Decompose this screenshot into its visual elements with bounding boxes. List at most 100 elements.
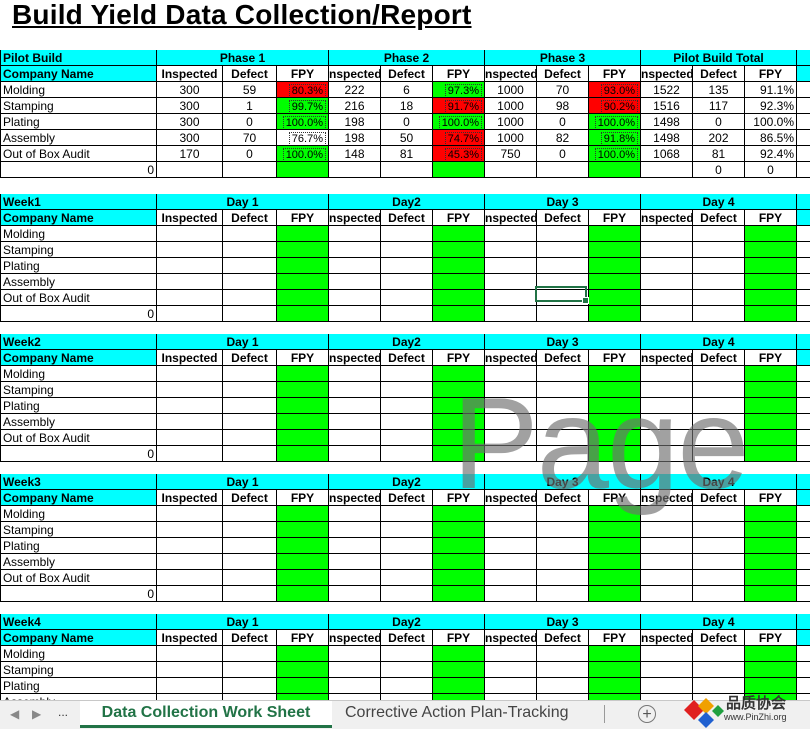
data-cell[interactable] [223, 366, 277, 382]
data-cell[interactable] [381, 274, 433, 290]
data-cell[interactable] [223, 678, 277, 694]
defect-cell[interactable]: 0 [223, 146, 277, 162]
fpy-cell[interactable] [277, 258, 329, 274]
fpy-cell[interactable] [277, 646, 329, 662]
fpy-cell[interactable]: 100.0% [745, 114, 797, 130]
inspected-cell[interactable]: 300 [157, 130, 223, 146]
data-cell[interactable] [641, 554, 693, 570]
data-cell[interactable] [329, 554, 381, 570]
fpy-cell[interactable] [745, 258, 797, 274]
data-cell[interactable] [641, 398, 693, 414]
fpy-cell[interactable] [745, 430, 797, 446]
data-cell[interactable] [329, 366, 381, 382]
data-cell[interactable] [329, 382, 381, 398]
data-cell[interactable] [157, 414, 223, 430]
fpy-cell[interactable]: 92.4% [745, 146, 797, 162]
data-cell[interactable] [381, 538, 433, 554]
fpy-cell[interactable] [745, 274, 797, 290]
fpy-cell[interactable] [433, 258, 485, 274]
tab-corrective-action-plan-tracking[interactable]: Corrective Action Plan-Tracking [345, 704, 569, 721]
fpy-cell[interactable] [277, 242, 329, 258]
total-cell[interactable] [223, 162, 277, 178]
fpy-cell[interactable] [589, 414, 641, 430]
fpy-cell[interactable] [277, 506, 329, 522]
total-cell[interactable] [329, 586, 381, 602]
data-cell[interactable] [329, 522, 381, 538]
defect-cell[interactable]: 70 [537, 82, 589, 98]
data-cell[interactable] [537, 274, 589, 290]
data-cell[interactable] [485, 242, 537, 258]
data-cell[interactable] [157, 398, 223, 414]
data-cell[interactable] [223, 430, 277, 446]
fpy-cell[interactable] [745, 398, 797, 414]
total-cell[interactable] [537, 162, 589, 178]
fpy-cell[interactable] [745, 446, 797, 462]
fpy-cell[interactable] [589, 694, 641, 700]
fpy-cell[interactable] [277, 226, 329, 242]
fpy-cell[interactable] [277, 662, 329, 678]
fpy-cell[interactable] [433, 662, 485, 678]
data-cell[interactable] [693, 258, 745, 274]
data-cell[interactable] [693, 554, 745, 570]
fpy-cell[interactable] [433, 554, 485, 570]
inspected-cell[interactable]: 300 [157, 114, 223, 130]
data-cell[interactable] [537, 506, 589, 522]
data-cell[interactable] [381, 506, 433, 522]
defect-cell[interactable]: 1 [223, 98, 277, 114]
fpy-cell[interactable] [589, 522, 641, 538]
fpy-cell[interactable] [433, 694, 485, 700]
fpy-cell[interactable]: 86.5% [745, 130, 797, 146]
inspected-cell[interactable]: 300 [157, 98, 223, 114]
fpy-cell[interactable] [277, 570, 329, 586]
data-cell[interactable] [485, 554, 537, 570]
clipped-cell[interactable] [797, 114, 810, 130]
data-cell[interactable] [157, 570, 223, 586]
fpy-cell[interactable] [745, 306, 797, 322]
fpy-cell[interactable] [589, 430, 641, 446]
clipped-cell[interactable] [797, 382, 810, 398]
fpy-cell[interactable]: 76.7% [277, 130, 329, 146]
total-cell[interactable] [157, 162, 223, 178]
data-cell[interactable] [641, 646, 693, 662]
fpy-cell[interactable] [277, 430, 329, 446]
inspected-cell[interactable]: 1498 [641, 130, 693, 146]
clipped-cell[interactable] [797, 146, 810, 162]
clipped-cell[interactable] [797, 274, 810, 290]
data-cell[interactable] [641, 538, 693, 554]
total-cell[interactable] [157, 306, 223, 322]
data-cell[interactable] [641, 694, 693, 700]
data-cell[interactable] [693, 430, 745, 446]
data-cell[interactable] [693, 646, 745, 662]
data-cell[interactable] [329, 274, 381, 290]
data-cell[interactable] [381, 678, 433, 694]
total-cell[interactable] [537, 446, 589, 462]
inspected-cell[interactable]: 1498 [641, 114, 693, 130]
fpy-cell[interactable] [745, 694, 797, 700]
data-cell[interactable] [537, 662, 589, 678]
clipped-cell[interactable] [797, 258, 810, 274]
data-cell[interactable] [157, 662, 223, 678]
data-cell[interactable] [223, 694, 277, 700]
total-cell[interactable] [485, 306, 537, 322]
data-cell[interactable] [157, 646, 223, 662]
fpy-cell[interactable] [589, 446, 641, 462]
fpy-cell[interactable] [277, 522, 329, 538]
data-cell[interactable] [485, 382, 537, 398]
fpy-cell[interactable]: 80.3% [277, 82, 329, 98]
defect-cell[interactable]: 0 [693, 114, 745, 130]
fpy-cell[interactable]: 74.7% [433, 130, 485, 146]
data-cell[interactable] [641, 226, 693, 242]
data-cell[interactable] [223, 382, 277, 398]
data-cell[interactable] [485, 538, 537, 554]
data-cell[interactable] [381, 522, 433, 538]
data-cell[interactable] [537, 522, 589, 538]
clipped-cell[interactable] [797, 366, 810, 382]
total-cell[interactable] [693, 586, 745, 602]
clipped-cell[interactable] [797, 446, 810, 462]
total-cell[interactable] [157, 446, 223, 462]
fpy-cell[interactable] [745, 506, 797, 522]
data-cell[interactable] [641, 506, 693, 522]
defect-cell[interactable]: 0 [537, 146, 589, 162]
total-cell[interactable] [485, 586, 537, 602]
data-cell[interactable] [693, 382, 745, 398]
